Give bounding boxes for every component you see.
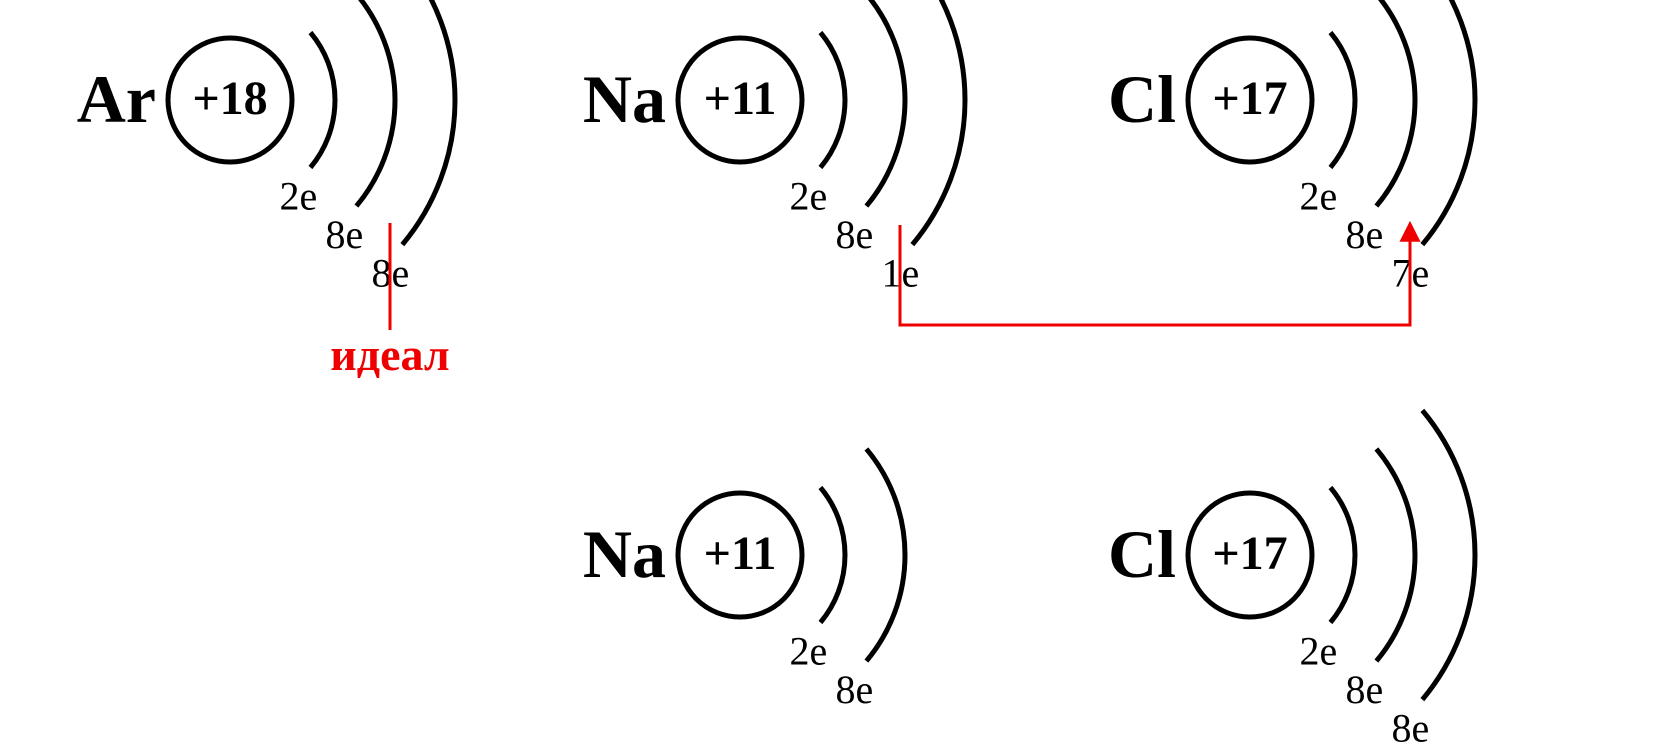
nucleus-charge: +18 <box>192 72 267 125</box>
electron-shell-diagram: Ar+182e8e8eNa+112e8e1eCl+172e8e7eNa+112e… <box>0 0 1675 754</box>
element-symbol: Na <box>583 61 666 137</box>
atom-ar-top: Ar+182e8e8e <box>77 0 455 296</box>
shell-label-1: 2e <box>1300 173 1338 218</box>
element-symbol: Cl <box>1108 61 1176 137</box>
nucleus-charge: +11 <box>704 72 777 125</box>
shell-arc-2 <box>866 0 905 206</box>
atom-cl-top: Cl+172e8e7e <box>1108 0 1475 296</box>
shell-arc-3 <box>912 0 965 245</box>
shell-label-1: 2e <box>790 628 828 673</box>
shell-label-1: 2e <box>1300 628 1338 673</box>
shell-label-2: 8e <box>326 212 364 257</box>
element-symbol: Na <box>583 516 666 592</box>
shell-arc-2 <box>356 0 395 206</box>
shell-arc-2 <box>1376 449 1415 661</box>
shell-label-1: 2e <box>790 173 828 218</box>
shell-arc-3 <box>1422 0 1475 245</box>
shell-arc-1 <box>820 488 845 623</box>
atom-na-bottom: Na +11 2e8e <box>583 449 905 712</box>
shell-arc-2 <box>1376 0 1415 206</box>
atom-na-top: Na+112e8e1e <box>583 0 965 296</box>
connector-na-to-cl <box>900 225 1410 325</box>
shell-arc-3 <box>402 0 455 245</box>
annotation-ideal: идеал <box>330 329 449 380</box>
element-symbol: Ar <box>77 61 156 137</box>
nucleus-charge: +11 <box>704 527 777 580</box>
shell-arc-1 <box>820 33 845 168</box>
shell-arc-3 <box>1422 410 1475 699</box>
shell-label-2: 8e <box>836 667 874 712</box>
shell-label-2: 8e <box>1346 212 1384 257</box>
shell-arc-1 <box>1330 488 1355 623</box>
atom-cl-bottom: Cl+172e8e8e <box>1108 410 1475 750</box>
shell-label-1: 2e <box>280 173 318 218</box>
element-symbol: Cl <box>1108 516 1176 592</box>
shell-arc-1 <box>310 33 335 168</box>
nucleus-charge: +17 <box>1212 72 1287 125</box>
shell-label-2: 8e <box>836 212 874 257</box>
nucleus-charge: +17 <box>1212 527 1287 580</box>
shell-label-3: 8e <box>1391 706 1429 751</box>
shell-arc-2 <box>866 449 905 661</box>
shell-arc-1 <box>1330 33 1355 168</box>
shell-label-2: 8e <box>1346 667 1384 712</box>
